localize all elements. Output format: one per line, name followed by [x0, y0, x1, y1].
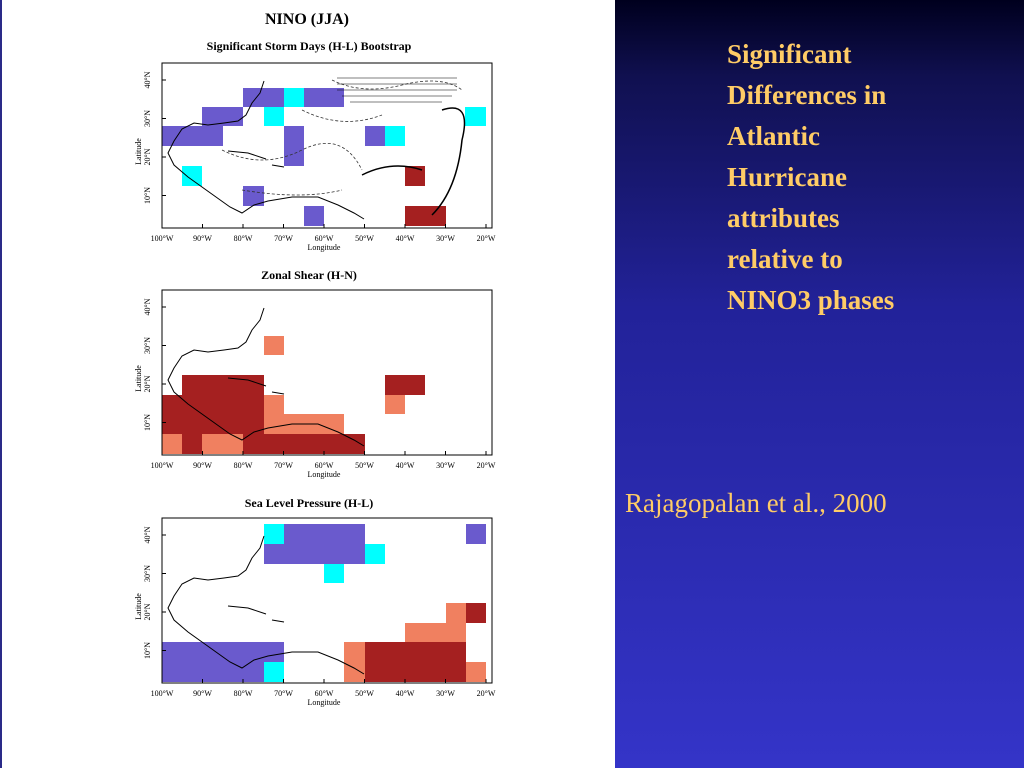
- figure-title: NINO (JJA): [265, 11, 349, 28]
- x-tick-label: 30°W: [436, 234, 455, 243]
- y-tick-label: 10°N: [143, 187, 152, 204]
- x-tick-label: 50°W: [355, 461, 374, 470]
- x-tick-label: 30°W: [436, 689, 455, 698]
- x-tick-label: 50°W: [355, 234, 374, 243]
- x-tick-label: 70°W: [274, 461, 293, 470]
- x-tick-label: 80°W: [234, 234, 253, 243]
- plot-frame: [161, 517, 493, 684]
- y-axis-label: Latitude: [134, 593, 143, 620]
- x-tick-label: 40°W: [396, 234, 415, 243]
- x-axis-label: Longitude: [308, 698, 341, 707]
- y-tick-label: 40°N: [143, 298, 152, 315]
- y-tick-label: 30°N: [143, 565, 152, 582]
- heading-line: Atlantic: [727, 121, 820, 151]
- x-tick-label: 20°W: [477, 689, 496, 698]
- x-tick-label: 20°W: [477, 461, 496, 470]
- y-axis-label: Latitude: [134, 365, 143, 392]
- x-tick-label: 50°W: [355, 689, 374, 698]
- x-tick-label: 70°W: [274, 689, 293, 698]
- y-tick-label: 10°N: [143, 414, 152, 431]
- heading-line: Hurricane: [727, 162, 847, 192]
- panel-title: Zonal Shear (H-N): [261, 268, 357, 282]
- x-tick-label: 60°W: [315, 234, 334, 243]
- x-tick-label: 90°W: [193, 689, 212, 698]
- heading-line: attributes: [727, 203, 840, 233]
- y-tick-label: 40°N: [143, 526, 152, 543]
- x-tick-label: 90°W: [193, 234, 212, 243]
- y-tick-label: 10°N: [143, 642, 152, 659]
- panel-2-cells: [162, 336, 425, 454]
- heading-line: Significant: [727, 39, 852, 69]
- y-tick-label: 40°N: [143, 71, 152, 88]
- x-tick-label: 90°W: [193, 461, 212, 470]
- y-axis-label: Latitude: [134, 138, 143, 165]
- plot-frame: [161, 289, 493, 456]
- x-tick-label: 60°W: [315, 689, 334, 698]
- heading-line: relative to: [727, 244, 843, 274]
- figure-area: NINO (JJA): [0, 0, 496, 768]
- slide-heading: Significant Differences in Atlantic Hurrica…: [727, 34, 894, 321]
- x-tick-label: 100°W: [151, 234, 174, 243]
- y-tick-label: 20°N: [143, 148, 152, 165]
- panel-title: Significant Storm Days (H-L) Bootstrap: [207, 39, 412, 53]
- x-tick-label: 40°W: [396, 461, 415, 470]
- y-tick-label: 30°N: [143, 337, 152, 354]
- x-tick-label: 20°W: [477, 234, 496, 243]
- plot-frame: [161, 62, 493, 229]
- y-tick-label: 30°N: [143, 110, 152, 127]
- panel-3-cells: [162, 524, 486, 682]
- x-tick-label: 100°W: [151, 689, 174, 698]
- panel-title: Sea Level Pressure (H-L): [245, 496, 374, 510]
- x-tick-label: 40°W: [396, 689, 415, 698]
- y-tick-label: 20°N: [143, 375, 152, 392]
- x-tick-label: 80°W: [234, 689, 253, 698]
- y-tick-label: 20°N: [143, 603, 152, 620]
- heading-line: NINO3 phases: [727, 285, 895, 315]
- x-tick-label: 70°W: [274, 234, 293, 243]
- text-area: Significant Differences in Atlantic Hurrica…: [615, 0, 1024, 768]
- x-tick-label: 30°W: [436, 461, 455, 470]
- x-axis-label: Longitude: [308, 470, 341, 479]
- citation: Rajagopalan et al., 2000: [625, 488, 887, 518]
- x-tick-label: 80°W: [234, 461, 253, 470]
- panel-1-cells: [162, 77, 486, 226]
- figure: NINO (JJA): [134, 11, 496, 707]
- heading-line: Differences in: [727, 80, 887, 110]
- x-axis-label: Longitude: [308, 243, 341, 252]
- x-tick-label: 60°W: [315, 461, 334, 470]
- x-tick-label: 100°W: [151, 461, 174, 470]
